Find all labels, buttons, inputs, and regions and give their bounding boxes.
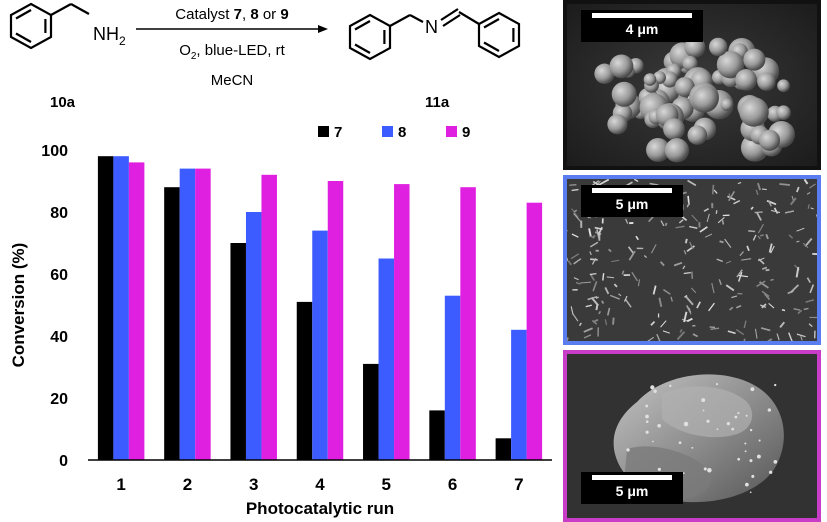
y-tick-label: 0	[59, 453, 68, 470]
imine-nitrogen: N	[425, 17, 438, 37]
bar-series-8-run-7	[511, 329, 527, 460]
bar-series-8-run-1	[113, 156, 129, 460]
amine-group: NH2	[93, 24, 126, 48]
y-tick-label: 20	[50, 391, 68, 408]
legend: 7 8 9	[318, 124, 470, 141]
bar-series-9-run-1	[128, 162, 145, 460]
scale-label: 4 μm	[625, 21, 659, 37]
bar-series-9-run-5	[394, 184, 410, 460]
x-tick-label: 4	[315, 475, 325, 494]
y-tick-label: 80	[50, 205, 68, 222]
bar-series-7-run-7	[495, 438, 512, 460]
conditions-line-2: O2, blue-LED, rt	[179, 42, 285, 62]
arrow-head	[318, 25, 328, 33]
sem-image-catalyst-7: 4 μm	[563, 0, 821, 170]
bar-series-9-run-7	[526, 202, 543, 460]
legend-swatch-9	[446, 126, 457, 137]
sem-micrograph-flakes	[567, 179, 817, 341]
conversion-bar-chart: 0 20 40 60 80 100 1 2 3 4 5 6 7 7 8 9 Photocatalytic …	[9, 124, 552, 518]
x-tick-label: 3	[249, 475, 258, 494]
x-tick-label: 6	[448, 475, 457, 494]
bar-series-7-run-5	[363, 363, 379, 460]
bar-series-7-run-2	[164, 187, 180, 460]
x-tick-label: 2	[183, 475, 192, 494]
x-tick-label: 7	[514, 475, 523, 494]
y-axis-label: Conversion (%)	[9, 243, 28, 368]
bar-series-8-run-5	[378, 258, 395, 460]
bar-series-8-run-6	[444, 295, 461, 460]
bar-series	[97, 156, 543, 461]
reactant-label: 10a	[50, 94, 76, 111]
x-tick-label: 1	[116, 475, 125, 494]
imine-structure	[348, 8, 521, 61]
bar-series-7-run-4	[296, 301, 313, 460]
bar-series-9-run-4	[327, 181, 344, 460]
legend-swatch-8	[382, 126, 393, 137]
reaction-scheme: NH2 Catalyst 7, 8 or 9 O2, blue-LED, rt …	[9, 2, 521, 111]
x-axis-label: Photocatalytic run	[246, 499, 394, 518]
bar-series-7-run-1	[97, 156, 114, 460]
conditions-line-3: MeCN	[211, 72, 254, 89]
benzylamine-structure	[9, 2, 90, 50]
bar-series-9-run-2	[195, 168, 211, 460]
bar-series-7-run-6	[429, 410, 445, 460]
scale-label: 5 μm	[615, 196, 649, 212]
legend-swatch-7	[318, 126, 329, 137]
scale-bar: 4 μm	[581, 10, 703, 42]
scale-bar: 5 μm	[581, 185, 683, 217]
bar-series-7-run-3	[230, 243, 246, 460]
y-axis-ticks: 0 20 40 60 80 100	[41, 143, 68, 470]
sem-image-catalyst-8: 5 μm	[563, 175, 821, 345]
bar-series-8-run-2	[179, 168, 196, 460]
legend-label-8: 8	[398, 124, 406, 141]
bar-series-9-run-3	[261, 174, 277, 461]
scale-bar: 5 μm	[581, 472, 683, 504]
bar-series-9-run-6	[460, 187, 476, 460]
x-axis-ticks: 1 2 3 4 5 6 7	[116, 475, 523, 494]
y-tick-label: 40	[50, 329, 68, 346]
product-label: 11a	[425, 94, 450, 111]
bar-series-8-run-4	[312, 230, 328, 460]
scale-label: 5 μm	[615, 483, 649, 499]
bar-series-8-run-3	[245, 212, 262, 460]
y-tick-label: 100	[41, 143, 68, 160]
conditions-line-1: Catalyst 7, 8 or 9	[175, 6, 288, 23]
legend-label-9: 9	[462, 124, 470, 141]
legend-label-7: 7	[334, 124, 342, 141]
y-tick-label: 60	[50, 267, 68, 284]
x-tick-label: 5	[382, 475, 391, 494]
sem-image-catalyst-9: 5 μm	[563, 350, 821, 522]
